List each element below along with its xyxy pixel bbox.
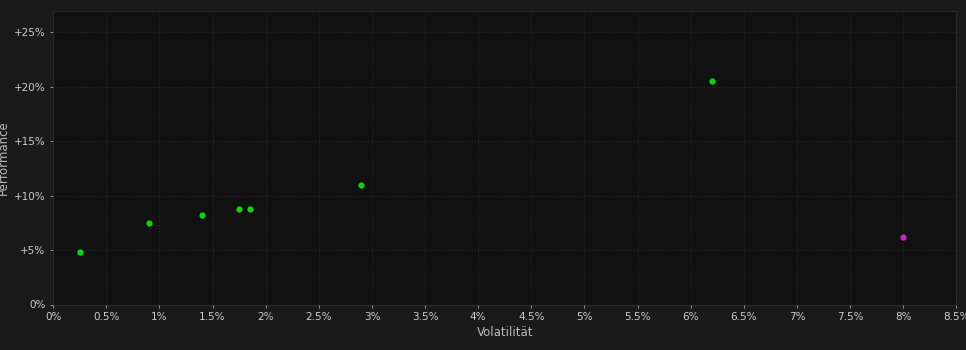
Point [194, 212, 210, 218]
Y-axis label: Performance: Performance [0, 120, 10, 195]
Point [242, 206, 257, 211]
Point [704, 78, 720, 84]
Point [895, 234, 911, 240]
Point [72, 250, 88, 255]
Point [141, 220, 156, 226]
Point [232, 206, 247, 211]
X-axis label: Volatilität: Volatilität [476, 326, 533, 339]
Point [354, 182, 369, 188]
